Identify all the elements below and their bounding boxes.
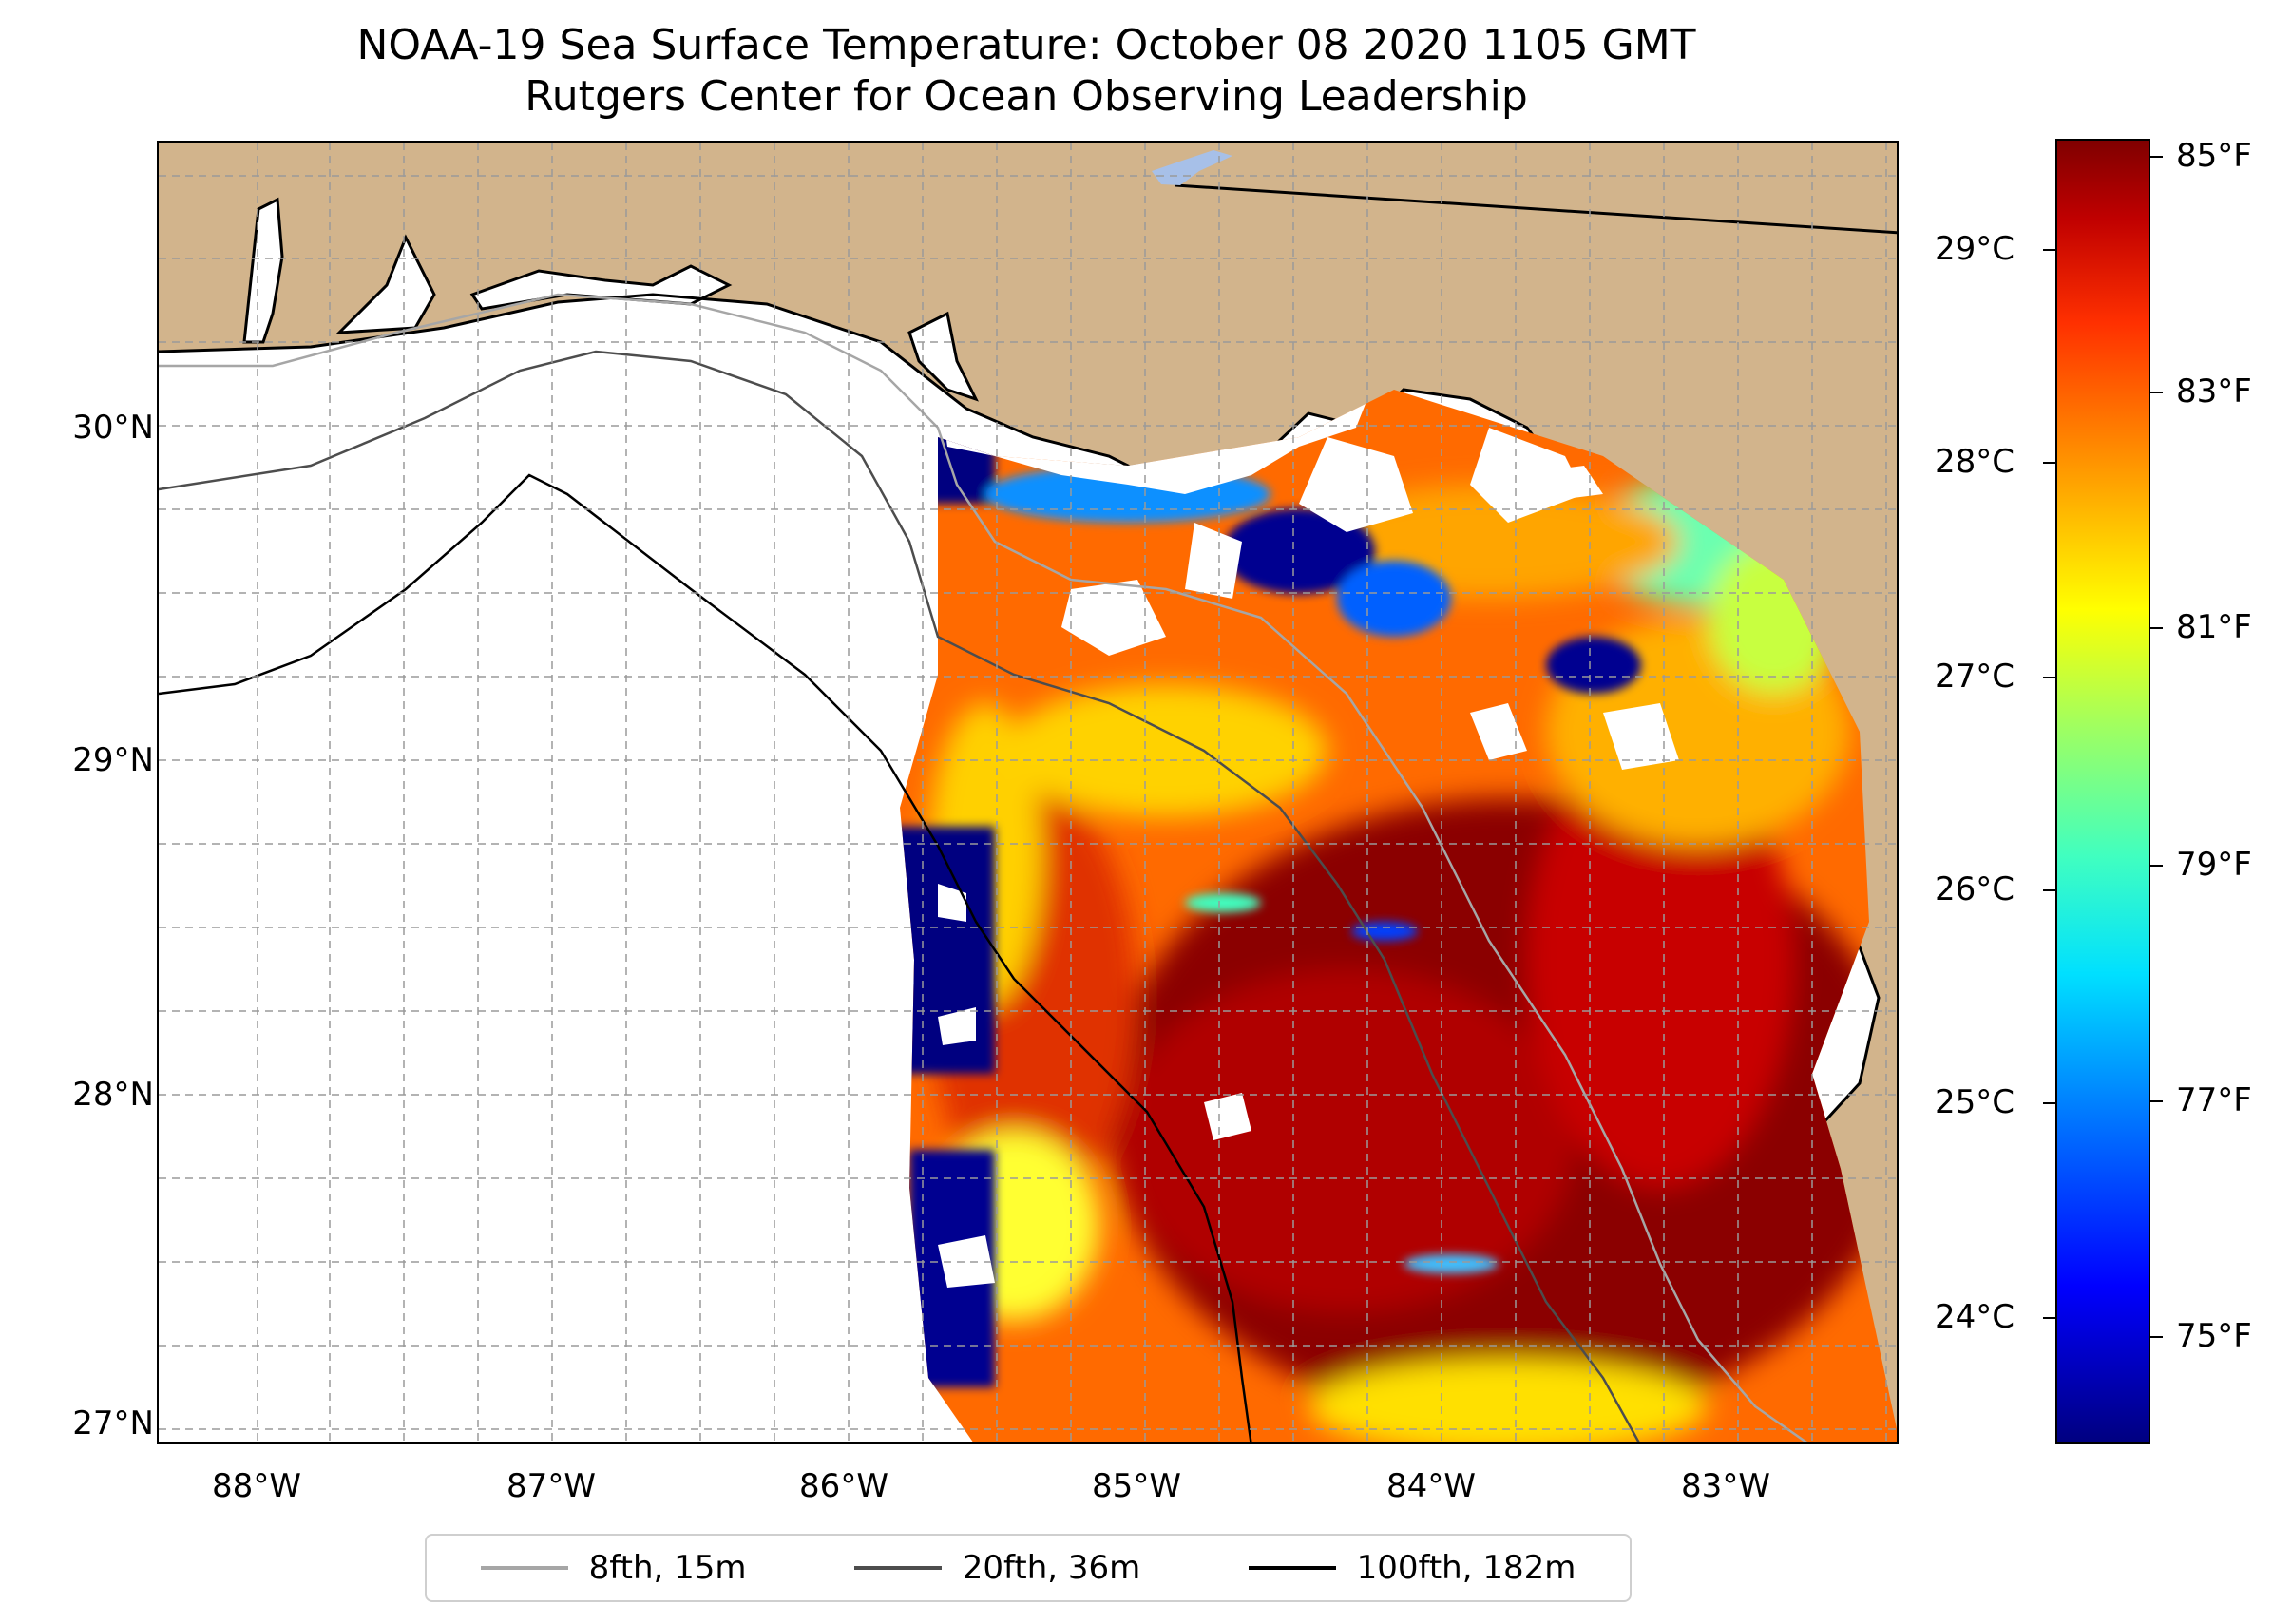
lon-tick-85w: 85°W xyxy=(1092,1467,1181,1505)
lat-tick-28n: 28°N xyxy=(72,1076,154,1114)
map-canvas xyxy=(159,143,1897,1442)
colorbar-f-tick xyxy=(2150,627,2163,629)
legend-label-8fth: 8fth, 15m xyxy=(588,1549,747,1587)
legend-label-20fth: 20fth, 36m xyxy=(962,1549,1141,1587)
colorbar-f-83: 83°F xyxy=(2176,373,2252,411)
gridlines xyxy=(159,143,1897,1442)
colorbar-f-81: 81°F xyxy=(2176,608,2252,646)
legend-swatch-8fth xyxy=(480,1566,568,1570)
colorbar-c-tick xyxy=(2043,889,2055,891)
lon-tick-88w: 88°W xyxy=(212,1467,301,1505)
legend-item-100fth: 100fth, 182m xyxy=(1248,1549,1576,1587)
legend-label-100fth: 100fth, 182m xyxy=(1356,1549,1576,1587)
colorbar-f-79: 79°F xyxy=(2176,846,2252,884)
contour-8fth xyxy=(159,293,1809,1442)
land-mass xyxy=(159,143,1897,1440)
temperature-colorbar xyxy=(2055,139,2150,1444)
contour-20fth xyxy=(159,350,1641,1442)
contour-legend: 8fth, 15m 20fth, 36m 100fth, 182m xyxy=(425,1534,1632,1602)
state-border xyxy=(1175,183,1897,235)
lon-tick-83w: 83°W xyxy=(1681,1467,1770,1505)
colorbar-c-tick xyxy=(2043,1102,2055,1104)
title-line-2: Rutgers Center for Ocean Observing Leade… xyxy=(525,72,1528,121)
colorbar-c-tick xyxy=(2043,462,2055,464)
colorbar-c-tick xyxy=(2043,677,2055,678)
bay-mobile xyxy=(242,197,284,344)
colorbar-f-tick xyxy=(2150,156,2163,158)
bay-stjoe xyxy=(907,311,979,402)
title-line-1: NOAA-19 Sea Surface Temperature: October… xyxy=(356,21,1696,69)
legend-item-8fth: 8fth, 15m xyxy=(480,1549,747,1587)
colorbar-f-tick xyxy=(2150,1336,2163,1338)
colorbar-c-24: 24°C xyxy=(1935,1298,2015,1336)
coastline xyxy=(159,293,1897,1442)
colorbar-c-tick xyxy=(2043,249,2055,251)
colorbar-f-tick xyxy=(2150,865,2163,867)
lat-tick-27n: 27°N xyxy=(72,1404,154,1442)
legend-swatch-20fth xyxy=(853,1566,942,1570)
sst-field xyxy=(900,390,1897,1442)
lat-tick-29n: 29°N xyxy=(72,741,154,779)
lon-tick-84w: 84°W xyxy=(1386,1467,1476,1505)
legend-item-20fth: 20fth, 36m xyxy=(853,1549,1141,1587)
lat-tick-30n: 30°N xyxy=(72,409,154,447)
colorbar-f-85: 85°F xyxy=(2176,137,2252,175)
bay-pensacola xyxy=(335,234,436,334)
legend-swatch-100fth xyxy=(1248,1566,1336,1570)
colorbar-c-25: 25°C xyxy=(1935,1083,2015,1121)
colorbar-f-tick xyxy=(2150,392,2163,393)
colorbar-c-28: 28°C xyxy=(1935,443,2015,481)
colorbar-c-tick xyxy=(2043,1317,2055,1319)
lon-tick-86w: 86°W xyxy=(799,1467,888,1505)
contour-100fth xyxy=(159,473,1252,1442)
colorbar-f-tick xyxy=(2150,1100,2163,1102)
colorbar-f-77: 77°F xyxy=(2176,1081,2252,1119)
colorbar-f-75: 75°F xyxy=(2176,1317,2252,1355)
sst-map xyxy=(157,141,1899,1444)
lon-tick-87w: 87°W xyxy=(506,1467,596,1505)
colorbar-c-29: 29°C xyxy=(1935,230,2015,268)
colorbar-c-27: 27°C xyxy=(1935,658,2015,696)
colorbar-c-26: 26°C xyxy=(1935,870,2015,908)
